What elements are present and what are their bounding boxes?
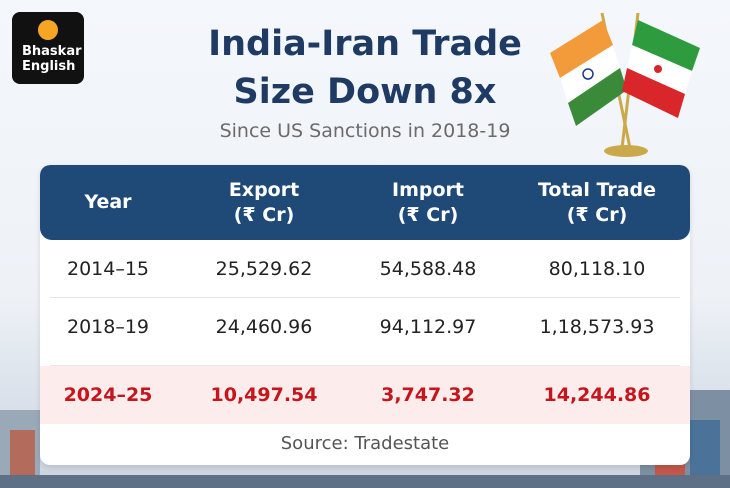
table-cell: 1,18,573.93	[539, 316, 655, 338]
header-cell: Year	[40, 165, 176, 240]
table-cell: 2024–25	[63, 384, 153, 406]
header-text: Total Trade	[537, 178, 657, 201]
table-cell: 54,588.48	[379, 258, 477, 280]
table-cell: 94,112.97	[379, 316, 477, 338]
table-cell: 2018–19	[66, 316, 150, 338]
header-text: (₹ Cr)	[233, 203, 295, 226]
table: Year Export (₹ Cr) Import (₹ Cr) Total Trade(…	[40, 165, 690, 465]
table-cell: 24,460.96	[215, 316, 313, 338]
table-cell: 2014–15	[66, 258, 150, 280]
flags	[550, 12, 700, 157]
row-separator	[50, 297, 680, 298]
header-cell: Export (₹ Cr)	[176, 165, 352, 240]
source: Source: Tradestate	[280, 433, 450, 454]
header-text: Year	[84, 191, 132, 213]
logo-text: Bhaskar	[22, 44, 82, 59]
table-cell: 10,497.54	[210, 384, 318, 406]
table-cell: 25,529.62	[215, 258, 313, 280]
header-text: Export	[228, 178, 300, 201]
logo-text: English	[22, 59, 76, 74]
logo: Bhaskar English	[12, 12, 84, 84]
table-row: 2024–25 10,497.54 3,747.32 14,244.86	[40, 366, 690, 424]
header-text: (₹ Cr)	[397, 203, 459, 226]
table-cell: 80,118.10	[548, 258, 646, 280]
header-cell: Total Trade (₹ Cr)	[504, 165, 690, 240]
table-header: Year Export (₹ Cr) Import (₹ Cr) Total Trade(…	[40, 165, 690, 240]
header-text: (₹ Cr)	[566, 203, 628, 226]
row-separator	[50, 365, 680, 366]
title: Size Down 8x	[233, 72, 497, 112]
header-text: Import	[392, 178, 464, 201]
title: India-Iran Trade	[208, 24, 522, 64]
subtitle: Since US Sanctions in 2018-19	[219, 120, 511, 142]
table-row: 2014–15 25,529.62 54,588.48 80,118.10	[40, 240, 690, 298]
header-cell: Import (₹ Cr)	[352, 165, 504, 240]
table-cell: 14,244.86	[543, 384, 651, 406]
table-cell: 3,747.32	[381, 384, 475, 406]
table-row: 2018–19 24,460.96 94,112.97 1,18,573.93	[40, 298, 690, 366]
